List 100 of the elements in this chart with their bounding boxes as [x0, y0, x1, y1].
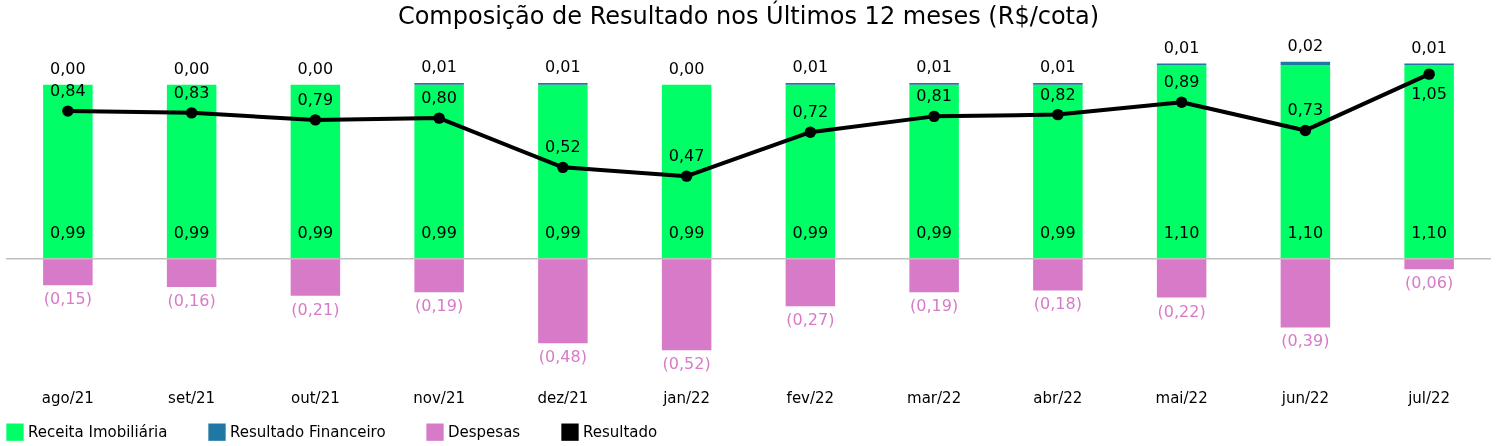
bar: [1156, 65, 1207, 259]
x-tick-label: abr/22: [1033, 388, 1083, 407]
legend-label: Despesas: [448, 423, 521, 442]
data-label: 1,10: [1411, 222, 1447, 242]
data-label: 0,79: [297, 89, 334, 109]
data-label: 0,47: [668, 146, 705, 166]
bar: [166, 258, 217, 287]
bar: [538, 84, 588, 259]
bar: [909, 258, 959, 293]
x-tick-label: dez/21: [537, 388, 589, 407]
point: [680, 170, 693, 182]
data-label: 0,00: [668, 58, 705, 78]
data-label: (0,39): [1281, 331, 1330, 351]
bar: [290, 84, 341, 259]
data-label: 0,99: [545, 222, 581, 242]
data-label: (0,19): [910, 296, 959, 316]
data-label: 0,89: [1163, 72, 1200, 92]
point: [62, 105, 74, 117]
data-label: 0,00: [50, 58, 86, 78]
data-label: 0,02: [1287, 35, 1324, 55]
bar: [909, 84, 959, 259]
x-tick-label: mai/22: [1155, 388, 1208, 407]
data-label: 0,99: [668, 222, 705, 242]
bar: [1033, 258, 1083, 291]
bar: [785, 84, 836, 259]
legend-label: Resultado: [583, 423, 658, 442]
data-label: 0,00: [173, 58, 210, 78]
bar: [1156, 258, 1207, 298]
bar: [1033, 84, 1083, 259]
x-tick-label: mar/22: [907, 388, 962, 407]
legend-label: Resultado Financeiro: [230, 423, 386, 442]
bar: [43, 84, 93, 259]
data-label: 0,01: [1040, 56, 1076, 76]
data-label: 1,10: [1163, 222, 1200, 242]
point: [1299, 124, 1312, 137]
bar: [538, 258, 588, 344]
point: [804, 126, 817, 138]
data-label: 0,72: [792, 102, 829, 122]
data-label: 0,99: [50, 222, 86, 242]
x-tick-label: jul/22: [1407, 388, 1451, 407]
data-label: (0,52): [662, 354, 711, 374]
bar: [166, 84, 217, 259]
data-label: 1,10: [1287, 222, 1324, 242]
point: [433, 112, 445, 124]
data-label: 1,05: [1411, 84, 1447, 104]
data-label: 0,84: [50, 81, 86, 101]
legend-label: Receita Imobiliária: [28, 423, 168, 442]
bar: [1280, 65, 1331, 259]
data-label: 0,82: [1040, 84, 1076, 104]
data-label: 0,00: [297, 58, 334, 78]
data-label: (0,18): [1033, 294, 1082, 314]
data-label: 0,99: [173, 222, 210, 242]
point: [557, 161, 569, 174]
data-label: (0,15): [43, 289, 92, 309]
data-label: 0,99: [421, 222, 457, 242]
data-label: (0,27): [786, 310, 835, 330]
bar: [290, 258, 341, 296]
data-label: (0,21): [291, 299, 340, 319]
data-label: 0,01: [545, 56, 581, 76]
x-tick-label: set/21: [168, 388, 216, 407]
data-label: 0,81: [916, 86, 952, 106]
bar: [414, 258, 464, 293]
data-label: 0,99: [916, 222, 952, 242]
x-tick-label: jun/22: [1280, 388, 1330, 407]
data-label: (0,06): [1405, 273, 1454, 293]
data-label: 0,01: [792, 56, 829, 76]
x-tick-label: ago/21: [41, 388, 94, 407]
x-tick-label: nov/21: [413, 388, 465, 407]
data-label: 0,99: [1040, 222, 1076, 242]
data-label: (0,22): [1157, 301, 1206, 321]
x-tick-label: jan/22: [662, 388, 711, 407]
data-label: 0,83: [173, 82, 210, 102]
point: [309, 114, 322, 126]
point: [928, 110, 940, 123]
bar: [661, 258, 712, 351]
data-label: 0,99: [792, 222, 829, 242]
bar: [414, 84, 464, 259]
bar: [785, 258, 836, 307]
x-tick-label: fev/22: [786, 388, 835, 407]
data-label: 0,80: [421, 88, 457, 108]
point: [1052, 108, 1064, 121]
data-label: 0,01: [916, 56, 952, 76]
point: [185, 107, 198, 119]
point: [1175, 96, 1188, 108]
text: Composição de Resultado nos Últimos 12 meses (R$/cota): [397, 0, 1100, 30]
data-label: 0,01: [421, 56, 457, 76]
bar: [1280, 258, 1331, 328]
data-label: 0,01: [1411, 37, 1447, 57]
data-label: 0,52: [545, 137, 581, 157]
bar: [1404, 65, 1454, 259]
data-label: (0,19): [415, 296, 464, 316]
point: [1423, 68, 1435, 80]
data-label: (0,48): [538, 347, 587, 367]
bar: [661, 84, 712, 259]
data-label: 0,01: [1163, 37, 1200, 57]
x-tick-label: out/21: [291, 388, 340, 407]
data-label: 0,73: [1287, 100, 1324, 120]
data-label: (0,16): [167, 290, 216, 310]
data-label: 0,99: [297, 222, 334, 242]
bar: [43, 258, 93, 286]
